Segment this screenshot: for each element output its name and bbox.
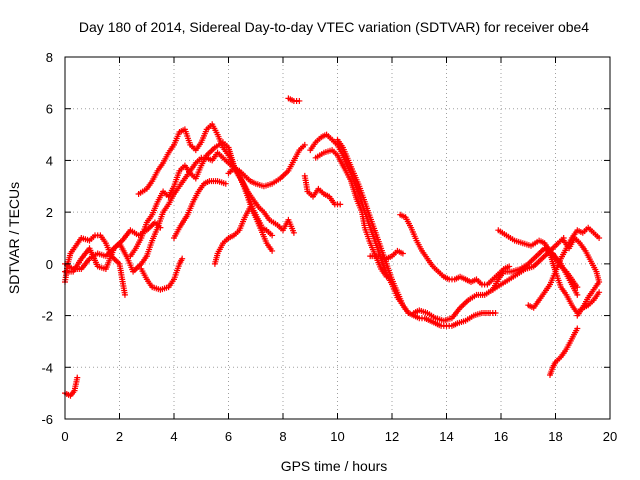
data-point: [269, 232, 276, 239]
x-tick-label: 10: [330, 429, 344, 444]
y-tick-label: 2: [46, 205, 53, 220]
series-trace-24: [547, 325, 581, 378]
series-trace-16: [334, 136, 499, 329]
y-tick-label: -4: [41, 360, 53, 375]
series-trace-19: [410, 235, 567, 324]
data-series: [62, 95, 603, 399]
data-point: [596, 235, 603, 241]
data-point: [574, 284, 581, 291]
series-trace-11: [225, 165, 297, 236]
y-tick-label: -6: [41, 412, 53, 427]
data-point: [574, 312, 581, 319]
chart-title: Day 180 of 2014, Sidereal Day-to-day VTE…: [79, 19, 589, 35]
data-point: [574, 291, 581, 298]
series-trace-2: [62, 232, 128, 298]
data-point: [269, 247, 276, 254]
x-tick-label: 20: [603, 429, 617, 444]
data-point: [121, 291, 128, 298]
data-point: [506, 263, 513, 270]
data-point: [574, 325, 581, 332]
x-tick-label: 6: [225, 429, 232, 444]
data-point: [296, 97, 303, 104]
gridlines: [65, 57, 610, 419]
series-trace-10: [211, 204, 276, 267]
series-trace-18: [397, 211, 513, 288]
y-axis-label: SDTVAR / TECUs: [6, 182, 22, 294]
x-tick-label: 14: [439, 429, 453, 444]
series-trace-8: [138, 255, 186, 293]
y-tick-label: 4: [46, 153, 53, 168]
series-trace-13: [301, 172, 344, 208]
series-line: [399, 213, 511, 286]
series-trace-17: [367, 247, 406, 262]
data-point: [399, 250, 406, 257]
data-point: [290, 229, 297, 236]
axis-ticks: 0 2 4 6 8 10 12 14 16 18 20 -6 -4 -2 0 2 4 6 8: [41, 50, 617, 444]
y-tick-label: 6: [46, 102, 53, 117]
data-point: [301, 141, 308, 148]
x-tick-label: 2: [116, 429, 123, 444]
x-tick-label: 8: [279, 429, 286, 444]
x-tick-label: 4: [170, 429, 177, 444]
series-trace-9: [171, 178, 229, 241]
x-axis-label: GPS time / hours: [281, 458, 388, 474]
x-tick-label: 12: [385, 429, 399, 444]
series-trace-25: [560, 235, 603, 319]
y-tick-label: 0: [46, 257, 53, 272]
data-point: [222, 180, 229, 187]
data-point: [337, 201, 344, 208]
data-point: [74, 374, 81, 381]
series-trace-21: [495, 227, 581, 291]
y-tick-label: 8: [46, 50, 53, 65]
x-tick-label: 0: [61, 429, 68, 444]
series-trace-12: [285, 95, 303, 104]
x-tick-label: 18: [548, 429, 562, 444]
data-point: [179, 255, 186, 262]
series-trace-6: [135, 121, 276, 254]
y-tick-label: -2: [41, 309, 53, 324]
data-point: [492, 309, 499, 316]
x-tick-label: 16: [494, 429, 508, 444]
series-trace-22: [525, 224, 603, 311]
series-trace-7: [143, 141, 308, 260]
data-point: [596, 289, 603, 296]
